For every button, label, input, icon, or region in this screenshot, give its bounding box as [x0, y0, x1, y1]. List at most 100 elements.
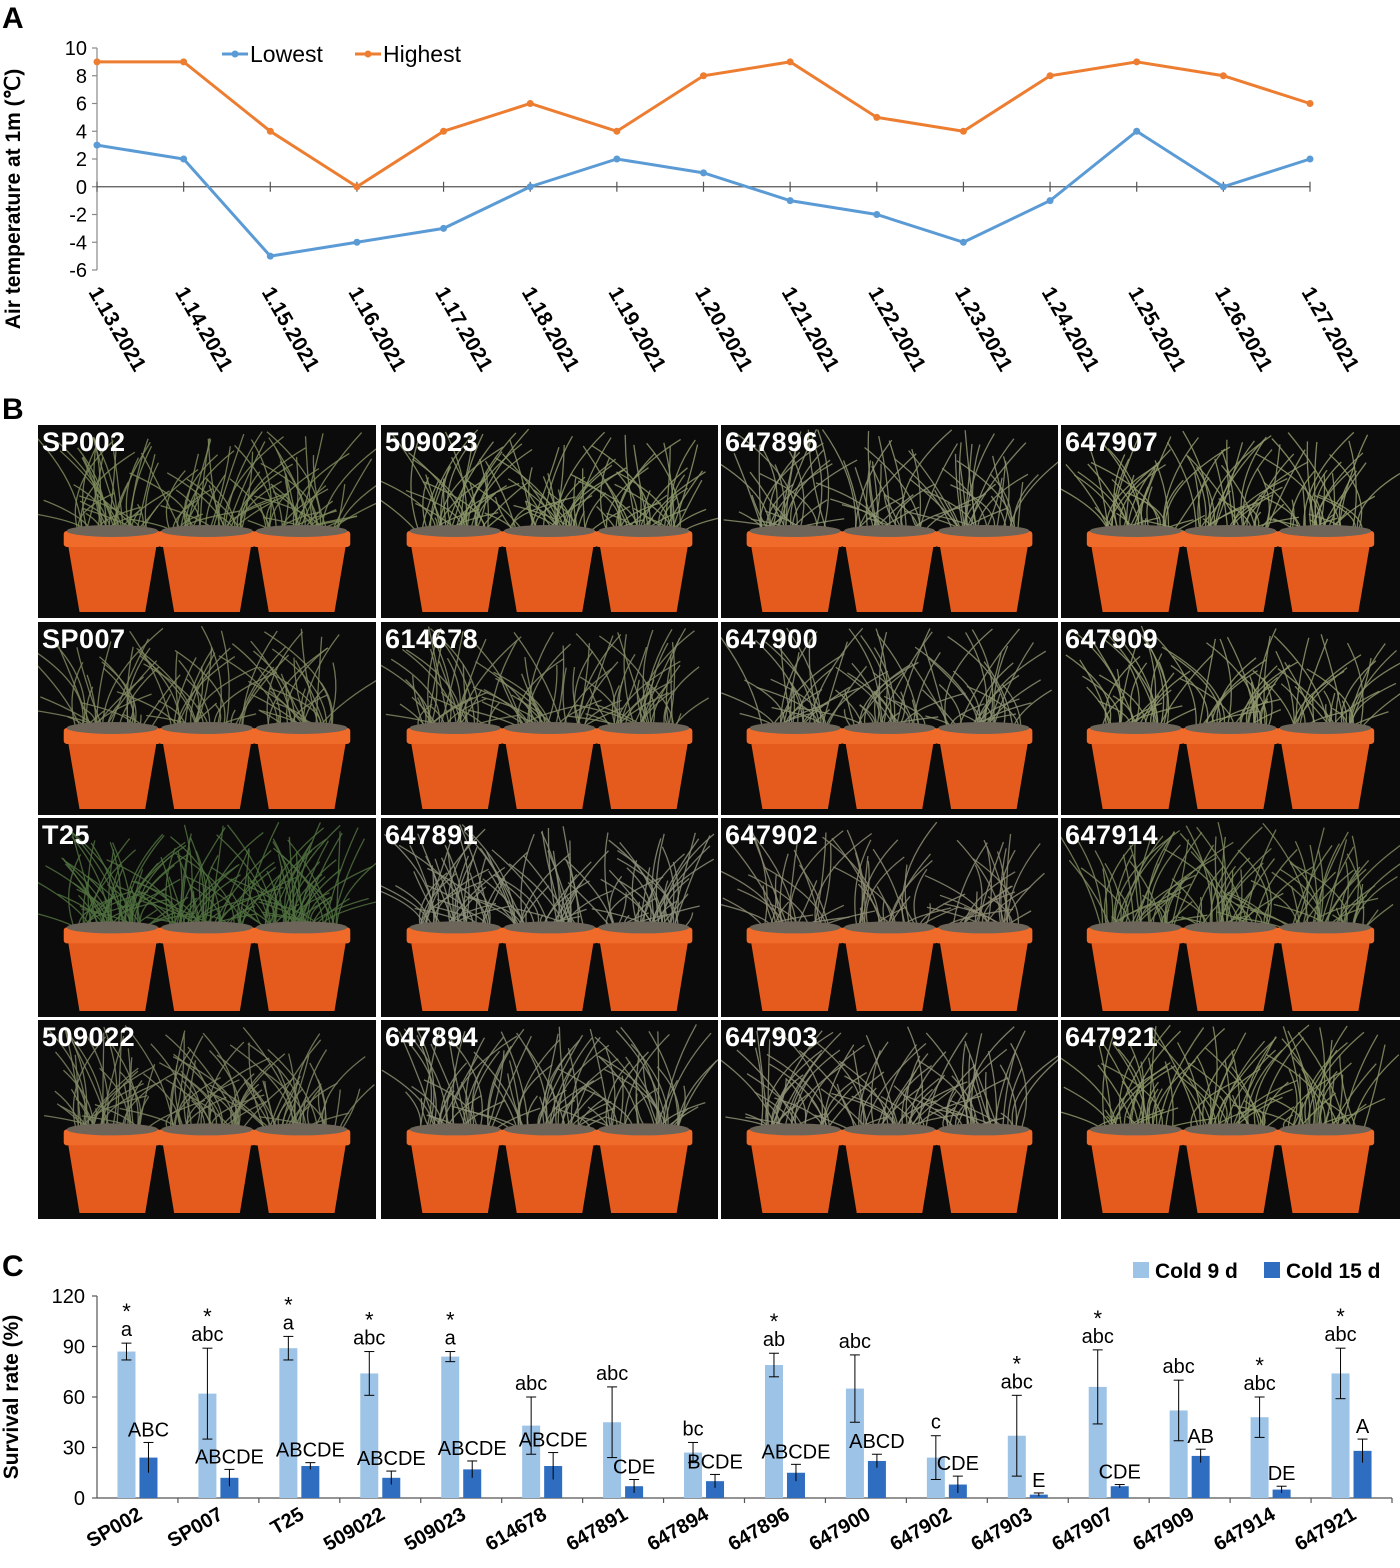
grass-blade: [620, 1026, 658, 1136]
grass-blade: [1152, 1027, 1201, 1136]
plant-photo: [721, 1026, 1058, 1213]
accession-label: SP002: [42, 427, 126, 457]
bar-cold-15d: [301, 1466, 320, 1498]
grass-blade: [488, 1035, 532, 1136]
bar-cold-15d: [382, 1477, 401, 1498]
temperature-line-chart: -6 -4 -2 0 2 4 6 8 10 1.13.2021 1.14.2021 1.15.2021…: [2, 38, 1363, 376]
x-tick-label: 647891: [563, 1503, 632, 1555]
bar-cold-15d: [463, 1469, 482, 1498]
flower-pot: [409, 933, 501, 1011]
data-point-highest: [959, 127, 967, 135]
plant-photo-tile: 647909: [1061, 622, 1400, 815]
significance-letter-cold-9d: ab: [763, 1329, 785, 1351]
grass-blade: [1282, 1026, 1304, 1136]
bar-cold-9d: [603, 1422, 622, 1498]
bar-cold-15d: [786, 1472, 805, 1498]
flower-pot: [749, 733, 841, 809]
y-tick-label: 120: [52, 1286, 85, 1308]
pot-soil: [161, 721, 253, 734]
data-point-highest: [93, 58, 101, 66]
accession-label: 647900: [725, 624, 819, 654]
plant-photo-tile: T25: [38, 818, 376, 1017]
plant-photo: [381, 824, 715, 1011]
flower-pot: [1089, 933, 1182, 1011]
bar-cold-9d: [360, 1373, 379, 1498]
pot-soil: [1279, 921, 1372, 934]
significance-letter-cold-9d: abc: [353, 1328, 385, 1350]
plant-photo-tile: 614678: [381, 622, 718, 815]
series-line-lowest: [96, 129, 1311, 258]
flower-pot: [598, 933, 690, 1011]
pot-soil: [1089, 721, 1182, 734]
x-tick-label: 647909: [1129, 1503, 1198, 1555]
plant-photo-tile: SP007: [38, 622, 376, 815]
legend-swatch-cold-9-d: [1133, 1262, 1149, 1278]
plant-photo-tile: 647902: [721, 818, 1058, 1017]
bar-cold-9d: [522, 1425, 541, 1498]
grass-blade: [183, 824, 193, 934]
plant-photo-tile: 647900: [721, 622, 1058, 815]
x-tick-label: 614678: [482, 1503, 551, 1555]
flower-pot: [749, 536, 841, 612]
significance-star: *: [1013, 1351, 1022, 1376]
grass-blade: [558, 1026, 572, 1136]
flower-pot: [66, 536, 158, 612]
flower-pot: [504, 1135, 595, 1213]
pot-soil: [256, 524, 348, 537]
x-tick-label: 1.22.2021: [863, 283, 930, 376]
significance-star: *: [284, 1292, 293, 1317]
significance-letter-cold-9d: a: [121, 1319, 133, 1341]
significance-letter-cold-15d: ABC: [128, 1419, 169, 1441]
data-point-lowest: [353, 238, 361, 246]
grass-blade: [266, 431, 322, 538]
pot-soil: [938, 524, 1030, 537]
bar-cold-9d: [845, 1388, 864, 1498]
x-tick-label: 1.14.2021: [170, 283, 237, 376]
pot-soil: [844, 1123, 935, 1136]
pot-soil: [1184, 721, 1277, 734]
grass-blade: [468, 428, 530, 538]
legend-label-cold-9-d: Cold 9 d: [1155, 1260, 1238, 1283]
plant-photo: [1061, 430, 1400, 612]
plant-photo: [381, 428, 718, 612]
y-tick-label: -2: [69, 205, 87, 227]
legend-marker-lowest: [231, 50, 239, 58]
y-tick-label: -6: [69, 260, 87, 282]
significance-star: *: [446, 1308, 455, 1333]
data-point-lowest: [266, 252, 274, 260]
data-point-lowest: [440, 224, 448, 232]
x-tick-label: 1.20.2021: [690, 283, 757, 376]
grass-blade: [216, 834, 272, 934]
x-tick-label: 1.21.2021: [777, 283, 844, 376]
accession-label: SP007: [42, 624, 126, 654]
significance-star: *: [203, 1304, 212, 1329]
grass-blade: [1337, 434, 1369, 537]
grass-blade: [944, 628, 993, 735]
pot-soil: [504, 721, 595, 734]
y-tick-label: 0: [76, 177, 87, 199]
grass-blade: [240, 821, 280, 934]
x-tick-label: 647896: [725, 1503, 794, 1555]
grass-blade: [416, 1028, 435, 1136]
y-tick-label: 90: [63, 1337, 85, 1359]
significance-letter-cold-9d: a: [445, 1328, 457, 1350]
significance-star: *: [365, 1308, 374, 1333]
pot-soil: [1279, 721, 1372, 734]
pot-soil: [409, 921, 501, 934]
significance-letter-cold-15d: BCDE: [687, 1451, 743, 1473]
data-point-highest: [180, 58, 188, 66]
grass-blade: [1103, 629, 1160, 735]
grass-blade: [676, 1058, 718, 1136]
bar-cold-15d: [867, 1460, 886, 1498]
grass-blade: [1261, 1037, 1304, 1136]
bar-cold-9d: [1088, 1386, 1107, 1498]
grass-blade: [264, 827, 325, 934]
significance-letter-cold-15d: AB: [1187, 1426, 1214, 1448]
plant-photo: [1061, 1024, 1400, 1213]
grass-blade: [430, 628, 479, 735]
data-point-highest: [526, 100, 534, 107]
y-tick-label: 8: [76, 66, 87, 88]
bar-cold-9d: [1331, 1373, 1350, 1498]
plant-photo-tile: 647891: [381, 818, 718, 1017]
